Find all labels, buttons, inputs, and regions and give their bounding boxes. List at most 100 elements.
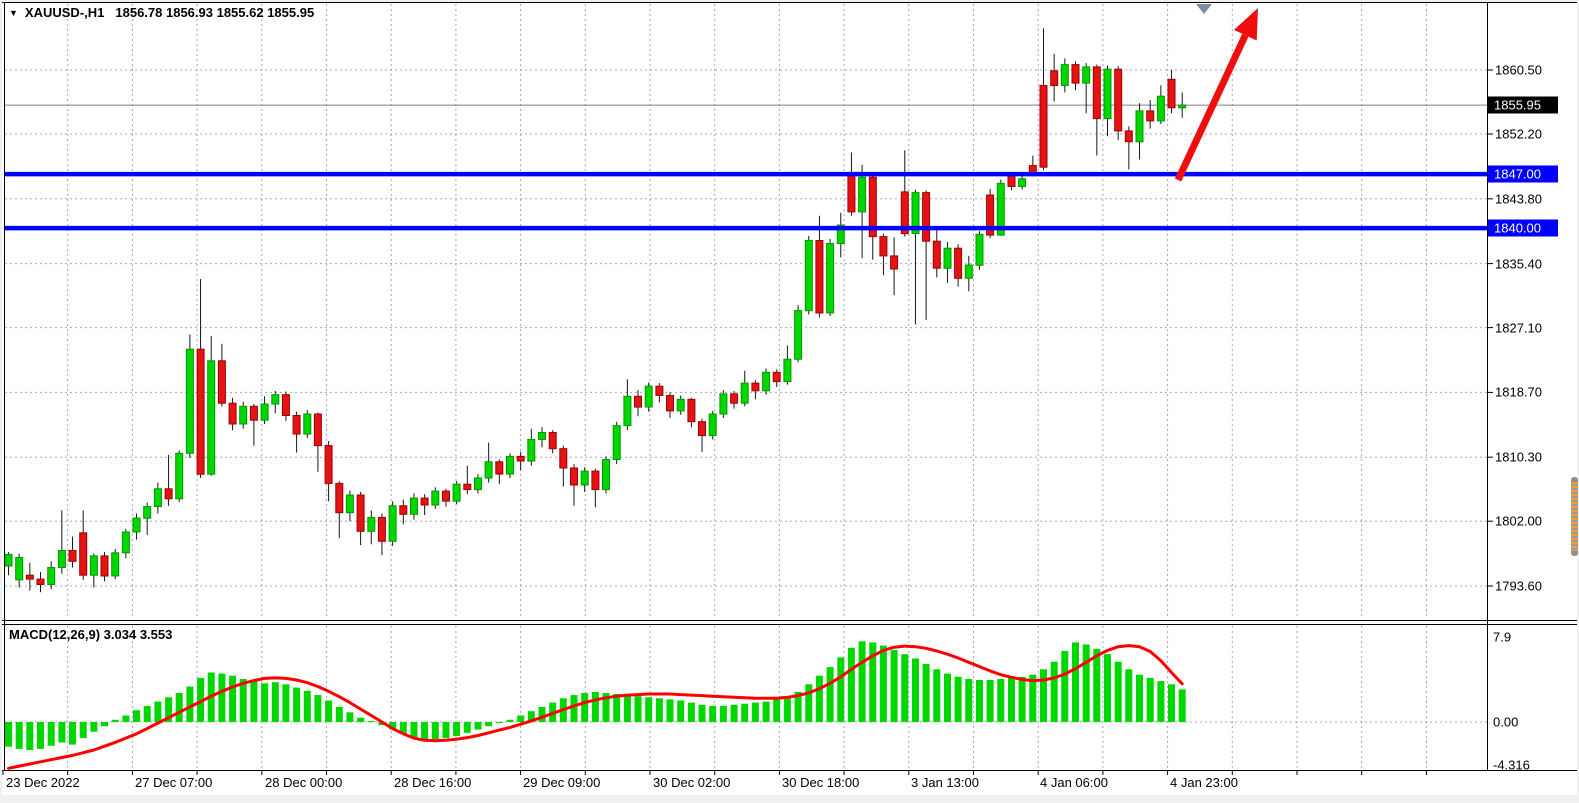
candle-bearish <box>666 395 674 412</box>
macd-axis-label-zero: 0.00 <box>1493 714 1519 730</box>
candle-bullish <box>260 403 269 421</box>
candle-bearish <box>164 488 173 500</box>
candle-bullish <box>762 371 771 392</box>
macd-histogram-bar <box>442 722 450 739</box>
macd-histogram-bar <box>730 704 738 722</box>
collapse-triangle-icon[interactable]: ▼ <box>9 7 18 18</box>
candle-bearish <box>634 395 642 408</box>
candle-bearish <box>249 405 258 421</box>
macd-histogram-bar <box>26 722 34 750</box>
candle-bearish <box>281 394 290 417</box>
macd-histogram-bar <box>250 681 258 722</box>
trend-arrow-shaft[interactable] <box>1174 33 1249 182</box>
candle-bearish <box>730 393 739 404</box>
macd-histogram-bar <box>421 722 429 740</box>
candle-bullish <box>15 557 24 581</box>
candle-bullish <box>1082 66 1091 84</box>
macd-histogram-bar <box>762 701 770 722</box>
macd-histogram-bar <box>463 722 471 733</box>
time-axis-label: 23 Dec 2022 <box>6 775 80 790</box>
candle-bullish <box>740 382 749 404</box>
candle-bearish <box>570 467 578 486</box>
candle-bullish <box>303 413 312 435</box>
macd-histogram-bar <box>773 699 781 722</box>
candle-bullish <box>1018 178 1027 188</box>
candle-bullish <box>943 247 952 269</box>
macd-histogram-bar <box>901 654 909 722</box>
macd-histogram-bar <box>783 697 791 722</box>
macd-axis-label-top: 7.9 <box>1493 629 1512 645</box>
macd-histogram-bar <box>506 719 514 722</box>
candle-bullish <box>527 439 536 462</box>
candle-bullish <box>1135 110 1144 143</box>
candle-bearish <box>687 398 696 423</box>
macd-histogram-bar <box>186 686 194 722</box>
macd-histogram-bar <box>58 722 66 743</box>
time-axis-label: 27 Dec 07:00 <box>135 775 213 790</box>
macd-histogram-bar <box>122 715 130 722</box>
macd-axis-label-bottom: -4.316 <box>1493 757 1530 773</box>
macd-histogram-bar <box>495 722 503 724</box>
macd-histogram-bar <box>645 697 653 722</box>
macd-histogram-bar <box>602 692 610 722</box>
candle-bullish <box>538 432 546 440</box>
macd-histogram-bar <box>847 647 855 722</box>
candle-bullish <box>975 233 984 266</box>
macd-histogram-bar <box>1061 651 1069 722</box>
macd-histogram-bar <box>1104 654 1111 722</box>
macd-histogram-bar <box>271 682 279 722</box>
macd-histogram-bar <box>1050 661 1058 722</box>
triangle-down-marker-icon[interactable] <box>1196 4 1212 14</box>
candle-bullish <box>111 552 120 577</box>
candle-bullish <box>143 506 152 519</box>
candle-bearish <box>495 461 504 475</box>
macd-histogram-bar <box>805 684 813 722</box>
candle-bearish <box>420 497 429 506</box>
candle-bullish <box>623 395 632 427</box>
candle-bullish <box>89 555 98 576</box>
macd-histogram-bar <box>485 722 493 727</box>
macd-histogram-bar <box>1114 661 1122 722</box>
trend-arrow-head[interactable] <box>1234 8 1258 41</box>
macd-histogram-bar <box>538 706 546 722</box>
price-axis-label: 1793.60 <box>1495 578 1542 594</box>
macd-histogram-bar <box>527 711 535 722</box>
macd-histogram-bar <box>1178 689 1186 722</box>
candles-group <box>4 28 1187 593</box>
candle-bearish <box>1167 78 1176 109</box>
macd-histogram-bar <box>261 683 269 722</box>
candle-bullish <box>708 413 717 437</box>
candle-bullish <box>175 452 184 500</box>
candle-bullish <box>4 553 13 567</box>
macd-histogram-bar <box>986 680 994 722</box>
macd-histogram-bar <box>154 701 162 722</box>
candle-bearish <box>922 192 931 242</box>
macd-histogram-bar <box>623 695 631 722</box>
price-axis-label: 1827.10 <box>1495 320 1542 336</box>
candle-bearish <box>1071 64 1080 84</box>
scrollbar-thumb[interactable] <box>1571 477 1578 556</box>
candle-bearish <box>399 505 408 515</box>
candle-bullish <box>1178 104 1187 109</box>
macd-histogram-bar <box>709 705 717 722</box>
macd-histogram-bar <box>37 722 44 749</box>
candle-bearish <box>655 385 664 397</box>
price-axis-label: 1818.70 <box>1495 384 1542 400</box>
macd-histogram-bar <box>634 696 642 722</box>
candle-bearish <box>516 455 525 462</box>
macd-histogram-bar <box>47 722 55 746</box>
chart-header: ▼ XAUUSD-,H1 1856.78 1856.93 1855.62 185… <box>9 5 314 20</box>
candle-bearish <box>292 415 301 435</box>
candle-bullish <box>484 461 493 479</box>
macd-histogram-bar <box>143 705 151 722</box>
candle-bearish <box>442 490 450 502</box>
macd-histogram-bar <box>175 692 183 722</box>
macd-histogram-bar <box>346 712 354 722</box>
candle-bearish <box>591 470 600 491</box>
candle-bullish <box>452 483 461 502</box>
macd-histogram-bar <box>410 722 418 738</box>
macd-histogram-bar <box>944 673 951 722</box>
macd-histogram-bar <box>399 722 407 734</box>
